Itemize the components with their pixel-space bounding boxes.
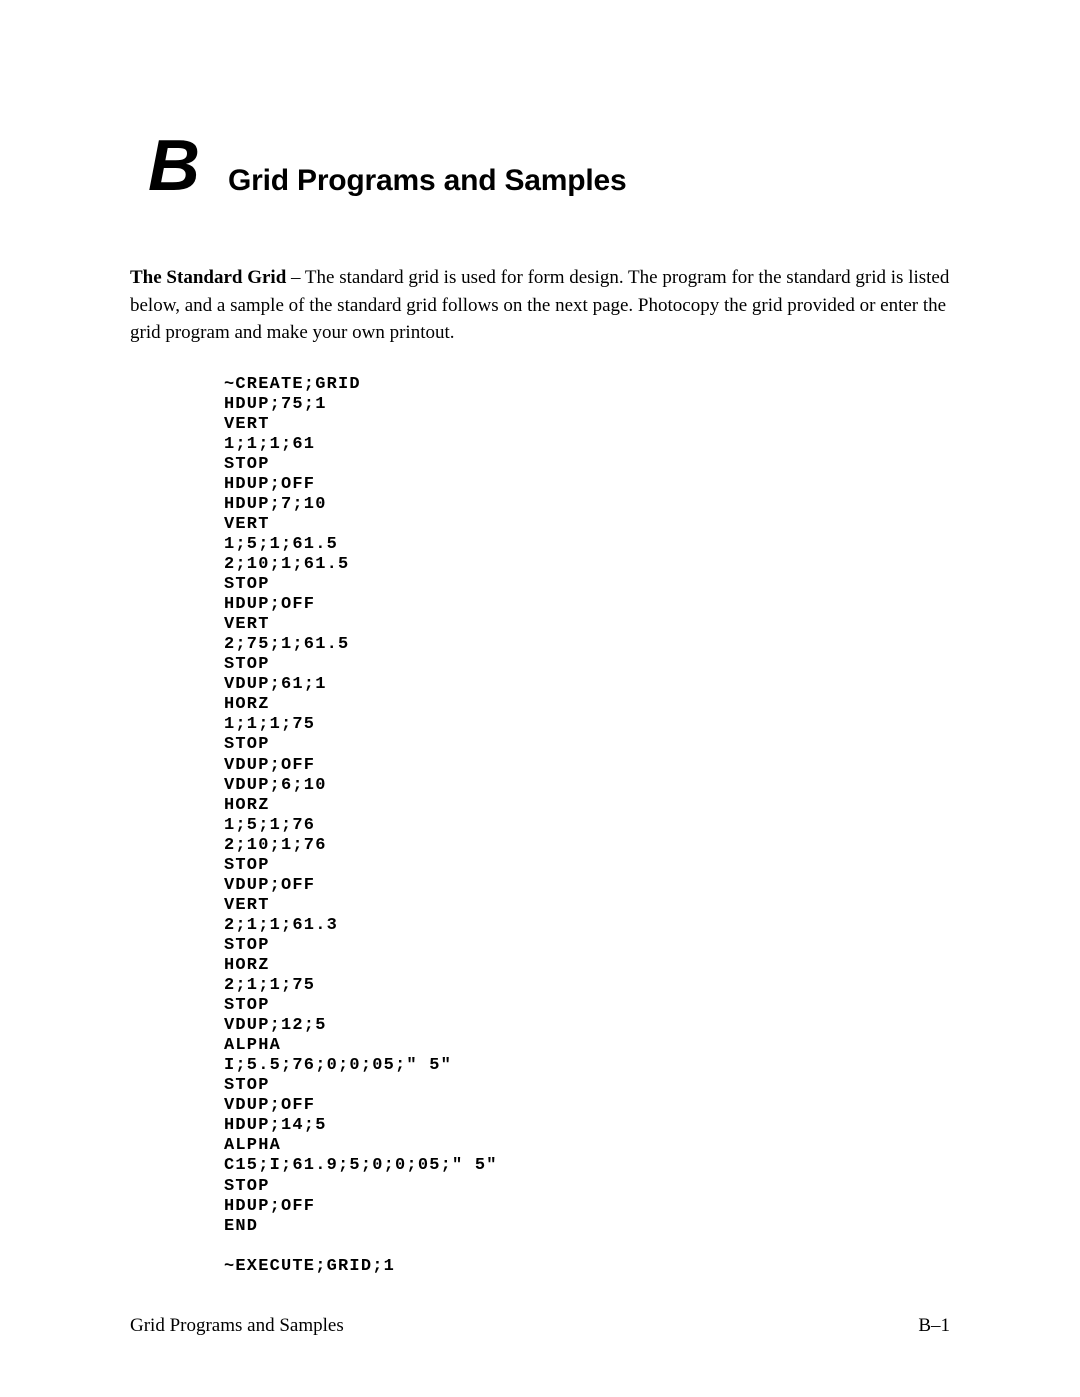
page-footer: Grid Programs and Samples B–1 — [130, 1315, 950, 1337]
chapter-letter: B — [148, 130, 200, 202]
intro-paragraph: The Standard Grid – The standard grid is… — [130, 264, 950, 347]
intro-bold-lead: The Standard Grid — [130, 267, 286, 288]
chapter-header: B Grid Programs and Samples — [130, 130, 950, 202]
code-listing: ~CREATE;GRID HDUP;75;1 VERT 1;1;1;61 STO… — [224, 375, 950, 1277]
footer-right: B–1 — [918, 1315, 950, 1337]
page: B Grid Programs and Samples The Standard… — [0, 0, 1080, 1397]
chapter-title: Grid Programs and Samples — [228, 164, 626, 198]
footer-left: Grid Programs and Samples — [130, 1315, 344, 1337]
